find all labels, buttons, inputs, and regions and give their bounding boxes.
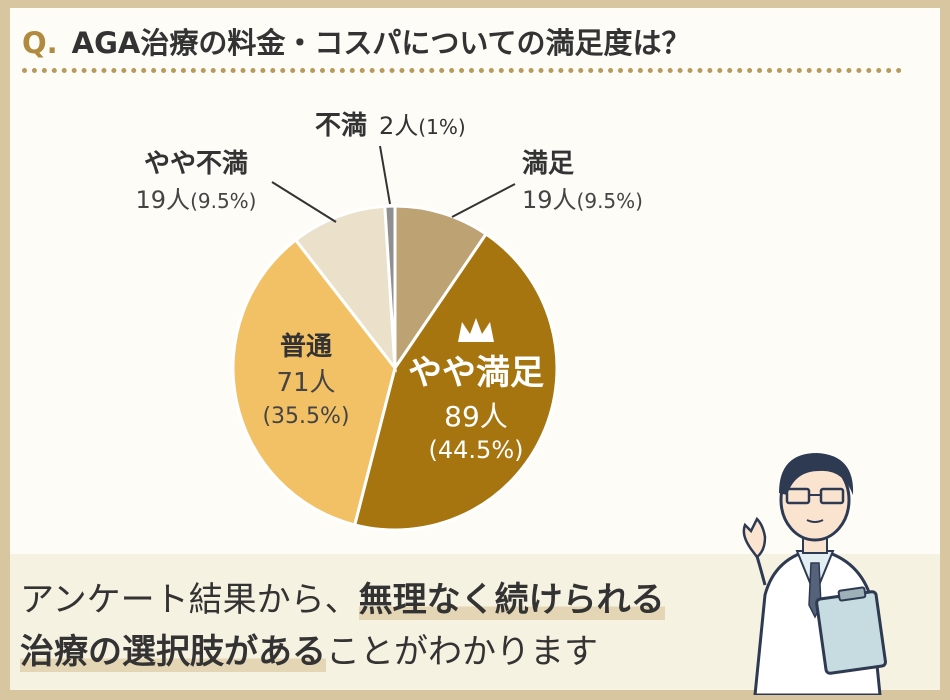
leader-line bbox=[379, 145, 391, 205]
pie-slice bbox=[393, 204, 489, 373]
slice-count-line: 19人(9.5%) bbox=[522, 186, 643, 214]
summary-line-1-plain: アンケート結果から、 bbox=[20, 580, 359, 620]
crown-icon bbox=[458, 318, 494, 342]
slice-count: 19人 bbox=[136, 186, 191, 214]
question-text: AGA治療の料金・コスパについての満足度は？ bbox=[71, 26, 691, 60]
slice-label-text: 不満 2人(1%) bbox=[315, 111, 466, 141]
leader-line bbox=[451, 183, 516, 218]
summary-line-2-bold: 治療の選択肢がある bbox=[20, 632, 326, 672]
pie-slice bbox=[352, 231, 559, 532]
page-title: Q. AGA治療の料金・コスパについての満足度は？ bbox=[22, 20, 691, 62]
slice-label: 満足 bbox=[522, 149, 574, 179]
summary-line-2: 治療の選択肢があることがわかります bbox=[20, 624, 598, 673]
slice-label: やや不満 bbox=[144, 149, 248, 179]
summary-line-1: アンケート結果から、無理なく続けられる bbox=[20, 572, 665, 621]
summary-line-1-bold: 無理なく続けられる bbox=[358, 580, 665, 620]
slice-label: 普通 bbox=[280, 331, 332, 362]
slice-percent: (35.5%) bbox=[262, 404, 349, 429]
pie-slice bbox=[231, 237, 397, 527]
pie-slice bbox=[383, 204, 397, 369]
slice-percent: (44.5%) bbox=[429, 436, 524, 464]
slice-label: やや満足 bbox=[408, 353, 544, 393]
slice-percent: (1%) bbox=[418, 115, 465, 139]
title-divider bbox=[22, 68, 902, 73]
slice-label: 不満 bbox=[315, 111, 367, 141]
slice-count: 2人 bbox=[379, 112, 418, 140]
doctor-illustration bbox=[742, 453, 887, 695]
summary-line-2-plain: ことがわかります bbox=[326, 632, 598, 672]
slice-percent: (9.5%) bbox=[577, 189, 643, 213]
slice-count: 19人 bbox=[522, 186, 577, 214]
slice-percent: (9.5%) bbox=[190, 189, 256, 213]
slice-count-line: 19人(9.5%) bbox=[136, 186, 257, 214]
slice-count: 71人 bbox=[276, 368, 335, 398]
slice-count: 89人 bbox=[444, 400, 508, 433]
pie-slice bbox=[293, 204, 397, 373]
leader-line bbox=[271, 181, 337, 223]
question-mark-label: Q. bbox=[22, 26, 58, 60]
